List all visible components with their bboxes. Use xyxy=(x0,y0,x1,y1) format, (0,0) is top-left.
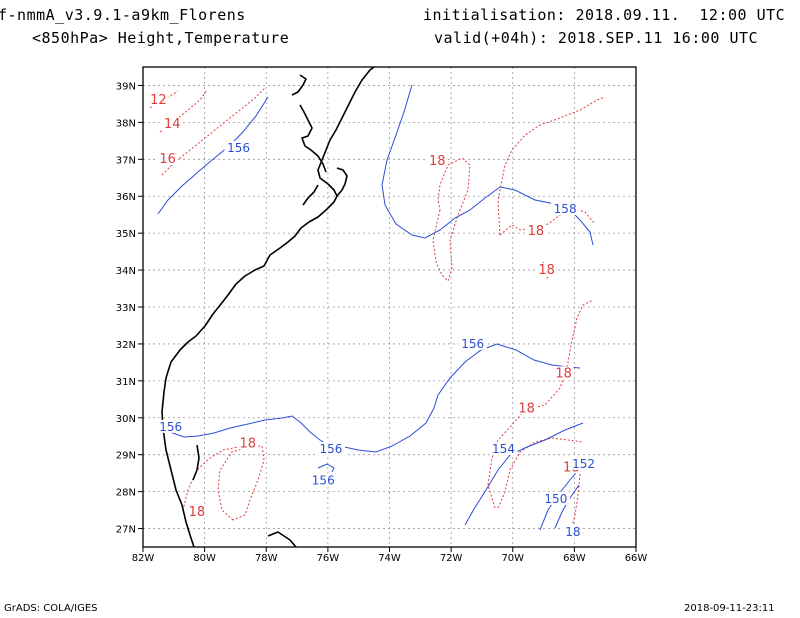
lat-tick-label: 34N xyxy=(116,266,136,277)
valid-time: valid(+04h): 2018.SEP.11 16:00 UTC xyxy=(434,29,759,47)
lon-tick-label: 70W xyxy=(501,553,524,564)
temperature-label: 16 xyxy=(159,152,176,167)
coastline xyxy=(161,66,375,548)
temperature-contour xyxy=(499,207,596,236)
height-label-bg xyxy=(316,442,345,455)
temperature-contour xyxy=(487,299,594,509)
coastline-segment xyxy=(302,184,319,206)
coastline-segment xyxy=(192,444,200,481)
height-label-bg xyxy=(224,141,253,155)
lon-tick-label: 78W xyxy=(255,553,278,564)
lat-tick-label: 30N xyxy=(116,414,136,425)
coastline-segment xyxy=(267,531,297,548)
lat-tick-label: 37N xyxy=(116,155,136,166)
coastline-segment xyxy=(299,104,327,173)
lon-tick-label: 80W xyxy=(193,553,216,564)
temperature-contour xyxy=(432,157,471,282)
temperature-label-bg xyxy=(516,401,537,415)
lat-tick-label: 31N xyxy=(116,377,136,388)
coastline-segment xyxy=(336,167,348,197)
height-label: 156 xyxy=(159,420,182,434)
height-label-bg xyxy=(551,202,580,215)
temperature-label-bg xyxy=(553,366,574,380)
height-label-bg xyxy=(569,456,598,470)
height-label: 156 xyxy=(227,141,250,155)
temperature-label-bg xyxy=(148,93,169,107)
coastline-segment xyxy=(291,74,307,96)
lat-tick-label: 38N xyxy=(116,118,136,129)
lon-tick-label: 72W xyxy=(440,553,463,564)
height-label: 156 xyxy=(320,442,343,456)
temperature-label-bg xyxy=(427,154,448,167)
lat-tick-label: 39N xyxy=(116,81,136,92)
height-label-bg xyxy=(562,525,583,539)
lat-tick-label: 28N xyxy=(116,488,136,499)
height-label-bg xyxy=(309,473,338,487)
lat-tick-label: 32N xyxy=(116,340,136,351)
temperature-contour xyxy=(569,459,584,536)
temperature-label: 18 xyxy=(239,436,256,451)
lat-tick-label: 35N xyxy=(116,229,136,240)
plot-timestamp: 2018-09-11-23:11 xyxy=(684,603,775,614)
temperature-contour xyxy=(497,96,606,236)
lon-tick-label: 74W xyxy=(378,553,401,564)
lat-tick-label: 27N xyxy=(116,525,136,536)
axis-ticks: 82W 80W 78W 76W 74W 72W 70W 68W 66W 39N 38N 37N 36N 3… xyxy=(116,81,648,564)
temperature-label-bg xyxy=(162,117,183,131)
lon-tick-label: 68W xyxy=(563,553,586,564)
contours xyxy=(149,84,606,536)
grads-credit: GrADS: COLA/IGES xyxy=(4,603,98,614)
temperature-label-bg xyxy=(237,436,258,450)
initialisation-time: initialisation: 2018.09.11. 12:00 UTC xyxy=(423,6,786,24)
lon-tick-label: 66W xyxy=(625,553,648,564)
temperature-label: 18 xyxy=(555,366,572,381)
temperature-label-bg xyxy=(525,224,546,238)
temperature-label: 18 xyxy=(538,263,555,278)
temperature-label-bg xyxy=(186,504,207,518)
temperature-label: 12 xyxy=(150,93,167,108)
height-label-bg xyxy=(489,442,518,455)
lat-tick-label: 36N xyxy=(116,192,136,203)
height-label: 156 xyxy=(312,473,335,487)
temperature-contour xyxy=(182,443,253,531)
height-label: 156 xyxy=(461,337,484,351)
temperature-contour xyxy=(217,445,265,521)
coastline-segment xyxy=(317,66,375,185)
height-contour xyxy=(317,463,335,473)
height-label-bg xyxy=(156,419,185,433)
map-frame xyxy=(142,66,637,548)
height-label-bg xyxy=(458,336,487,350)
coastline-segment xyxy=(161,183,338,548)
lon-tick-label: 76W xyxy=(317,553,340,564)
lon-tick-label: 82W xyxy=(132,553,155,564)
height-label: 158 xyxy=(554,202,577,216)
lat-tick-label: 29N xyxy=(116,451,136,462)
level-fields-title: <850hPa> Height,Temperature xyxy=(32,29,290,47)
model-title: f-nmmA_v3.9.1-a9km_Florens xyxy=(0,6,246,24)
height-label: 152 xyxy=(572,457,595,471)
graticule xyxy=(143,67,636,547)
height-label: 18 xyxy=(565,525,580,539)
temperature-label: 18 xyxy=(189,505,206,520)
contour-labels: 12 14 16 18 18 18 18 18 18 18 18 156 158 156 156 156 156… xyxy=(148,93,598,539)
temperature-label-bg xyxy=(536,262,557,276)
height-contour xyxy=(157,96,269,215)
temperature-label: 18 xyxy=(518,401,535,416)
temperature-label: 14 xyxy=(164,117,181,132)
temperature-label: 18 xyxy=(528,224,545,239)
temperature-label: 18 xyxy=(429,154,446,169)
height-contour xyxy=(554,484,580,529)
temperature-label-bg xyxy=(157,152,178,166)
height-label: 150 xyxy=(544,492,567,506)
height-contour xyxy=(157,343,581,453)
height-contour xyxy=(381,84,594,246)
lat-tick-label: 33N xyxy=(116,303,136,314)
height-label: 154 xyxy=(492,442,515,456)
height-label-bg xyxy=(541,491,570,505)
